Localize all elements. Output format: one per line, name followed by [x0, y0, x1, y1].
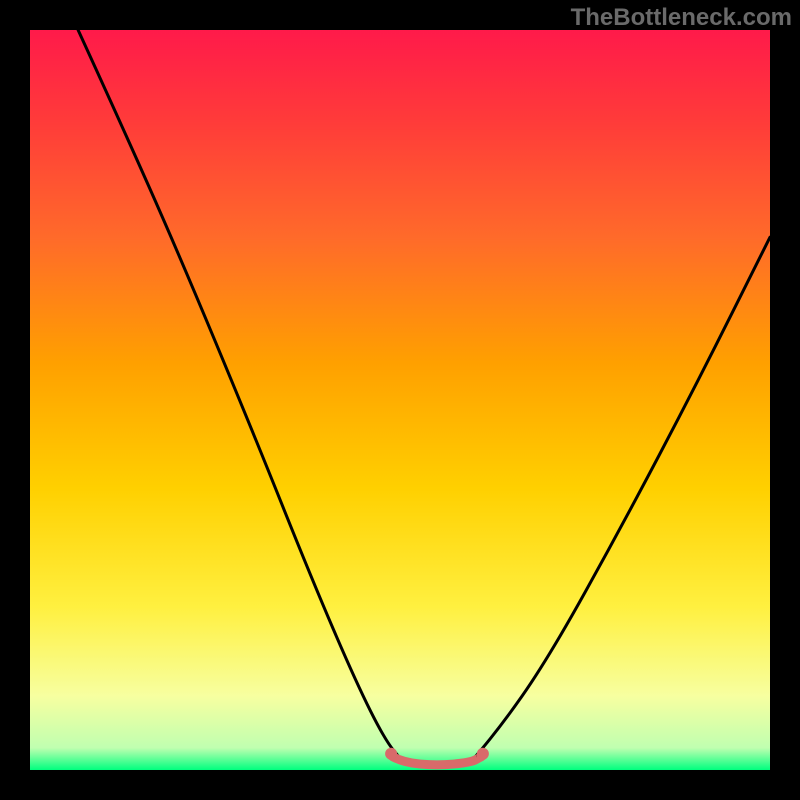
chart-container: TheBottleneck.com: [0, 0, 800, 800]
flat-segment-left-dot: [385, 748, 397, 760]
bottleneck-chart: [0, 0, 800, 800]
watermark-text: TheBottleneck.com: [571, 4, 792, 32]
flat-segment-right-dot: [477, 748, 489, 760]
gradient-background: [30, 30, 770, 770]
